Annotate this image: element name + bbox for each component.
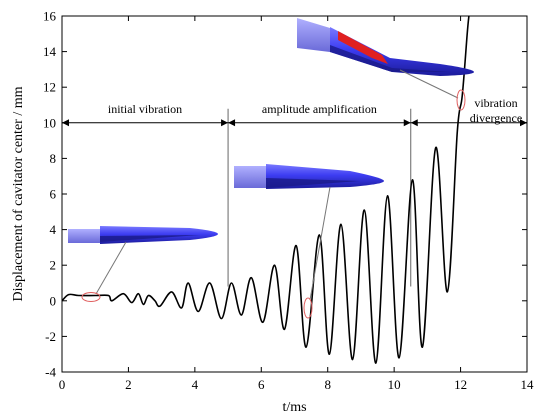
marker-ellipse-divergence [456,89,466,111]
phase-label-vibration: vibration [474,96,517,110]
axis-tick-labels: 0 2 4 6 8 10 12 14 -4 -2 0 2 4 6 8 10 12 14 16 [43,9,534,393]
leader-line-amplification [309,186,331,301]
y-axis-label: Displacement of cavitator center / mm [11,86,26,301]
x-tick-label: 12 [454,377,467,392]
x-tick-label: 8 [324,377,331,392]
marker-ellipse-initial [81,292,101,302]
arrow-head [520,119,527,127]
phase-label-amplitude-amplification: amplitude amplification [262,102,377,116]
arrow-head [228,119,236,127]
y-tick-label: 8 [50,151,57,166]
y-tick-label: -2 [45,329,56,344]
y-tick-label: 0 [50,293,57,308]
phase-arrows [62,119,527,127]
x-tick-label: 0 [59,377,66,392]
cavitator-illustration-initial [68,226,218,244]
axis-ticks [61,15,528,373]
y-tick-label: 14 [43,44,57,59]
y-tick-label: 12 [43,80,56,95]
arrow-head [403,119,411,127]
y-tick-label: -4 [45,365,56,380]
x-axis-label: t/ms [282,400,306,415]
y-tick-label: 4 [50,222,57,237]
y-tick-label: 16 [43,9,57,24]
y-tick-label: 2 [50,258,57,273]
phase-label-divergence: divergence [470,111,522,125]
x-tick-label: 14 [521,377,535,392]
marker-ellipse-amplification [303,297,313,319]
cavitator-illustration-divergence [297,18,474,76]
arrow-head [62,119,69,127]
y-tick-label: 10 [43,115,56,130]
x-tick-label: 6 [258,377,265,392]
phase-label-initial-vibration: initial vibration [108,102,182,116]
leader-line-initial [95,241,127,295]
y-tick-label: 6 [50,187,57,202]
arrow-head [221,119,229,127]
arrow-head [410,119,418,127]
x-tick-label: 10 [388,377,401,392]
leader-line-divergence [399,69,459,99]
x-tick-label: 2 [125,377,132,392]
series-line-displacement [61,15,470,364]
x-tick-label: 4 [192,377,199,392]
cavitator-illustration-amplification [234,164,384,189]
